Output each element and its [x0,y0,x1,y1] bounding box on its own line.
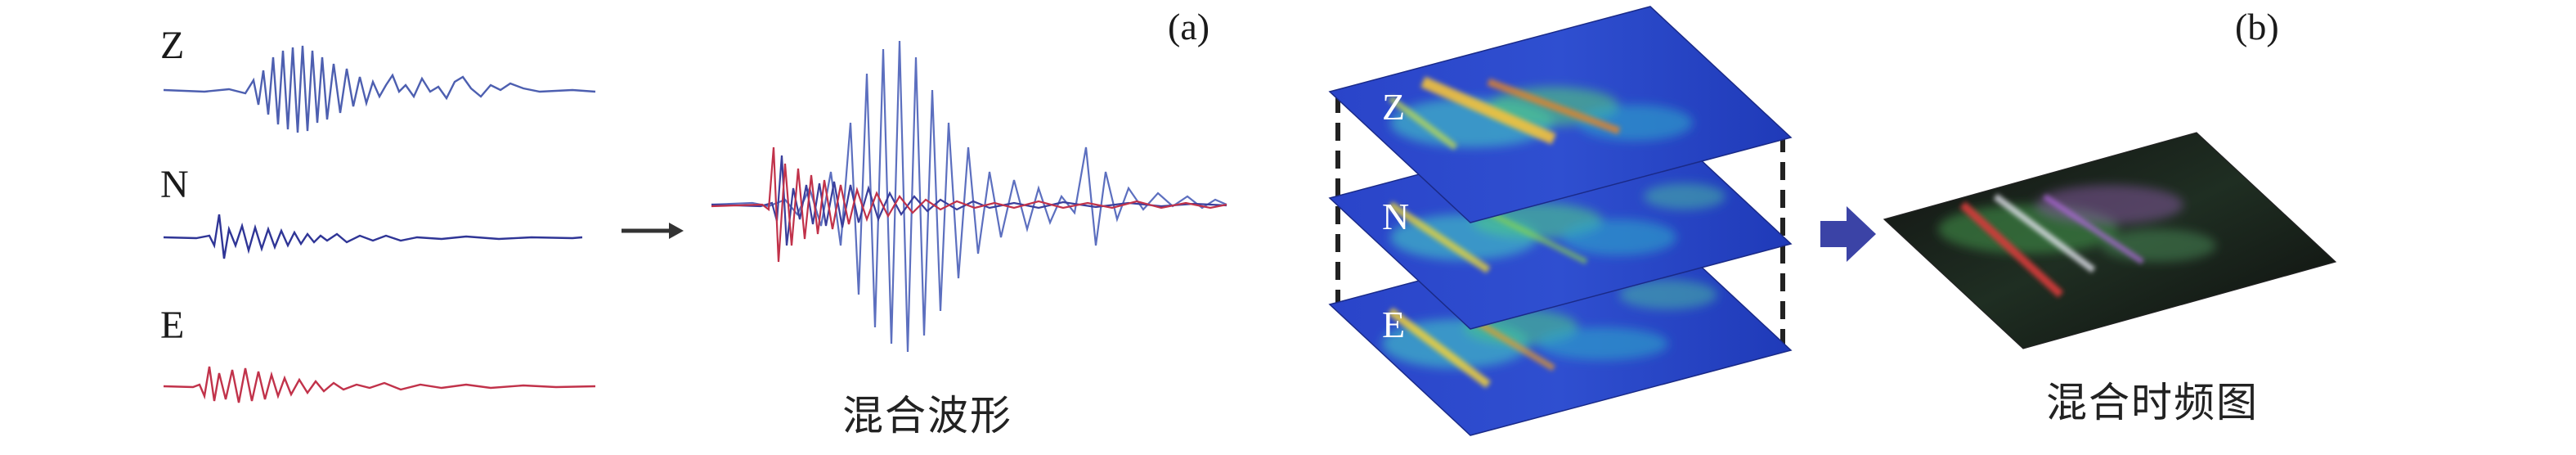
tf-layer-z [1328,6,1793,223]
mixed-waveform-z [711,40,1227,353]
layer-label-n: N [1382,196,1410,237]
mixed-waveform-e [711,146,1227,263]
panel-b-tag: (b) [2235,6,2279,47]
mixed-tf-image [1883,132,2337,349]
label-n: N [160,163,189,206]
big-arrow [1820,206,1876,262]
label-e: E [160,304,185,347]
label-z: Z [160,24,185,67]
mixed-waveform [711,40,1227,353]
layer-label-e: E [1382,304,1406,345]
small-arrow-head [669,223,684,239]
waveform-e [163,366,596,403]
mixed-tf-caption: 混合时频图 [2046,379,2259,426]
waveform-z [163,45,596,133]
mixed-waveform-caption: 混合波形 [842,392,1012,439]
layer-label-z: Z [1382,86,1406,128]
waveform-n [163,214,583,259]
panel-a-tag: (a) [1168,6,1210,47]
